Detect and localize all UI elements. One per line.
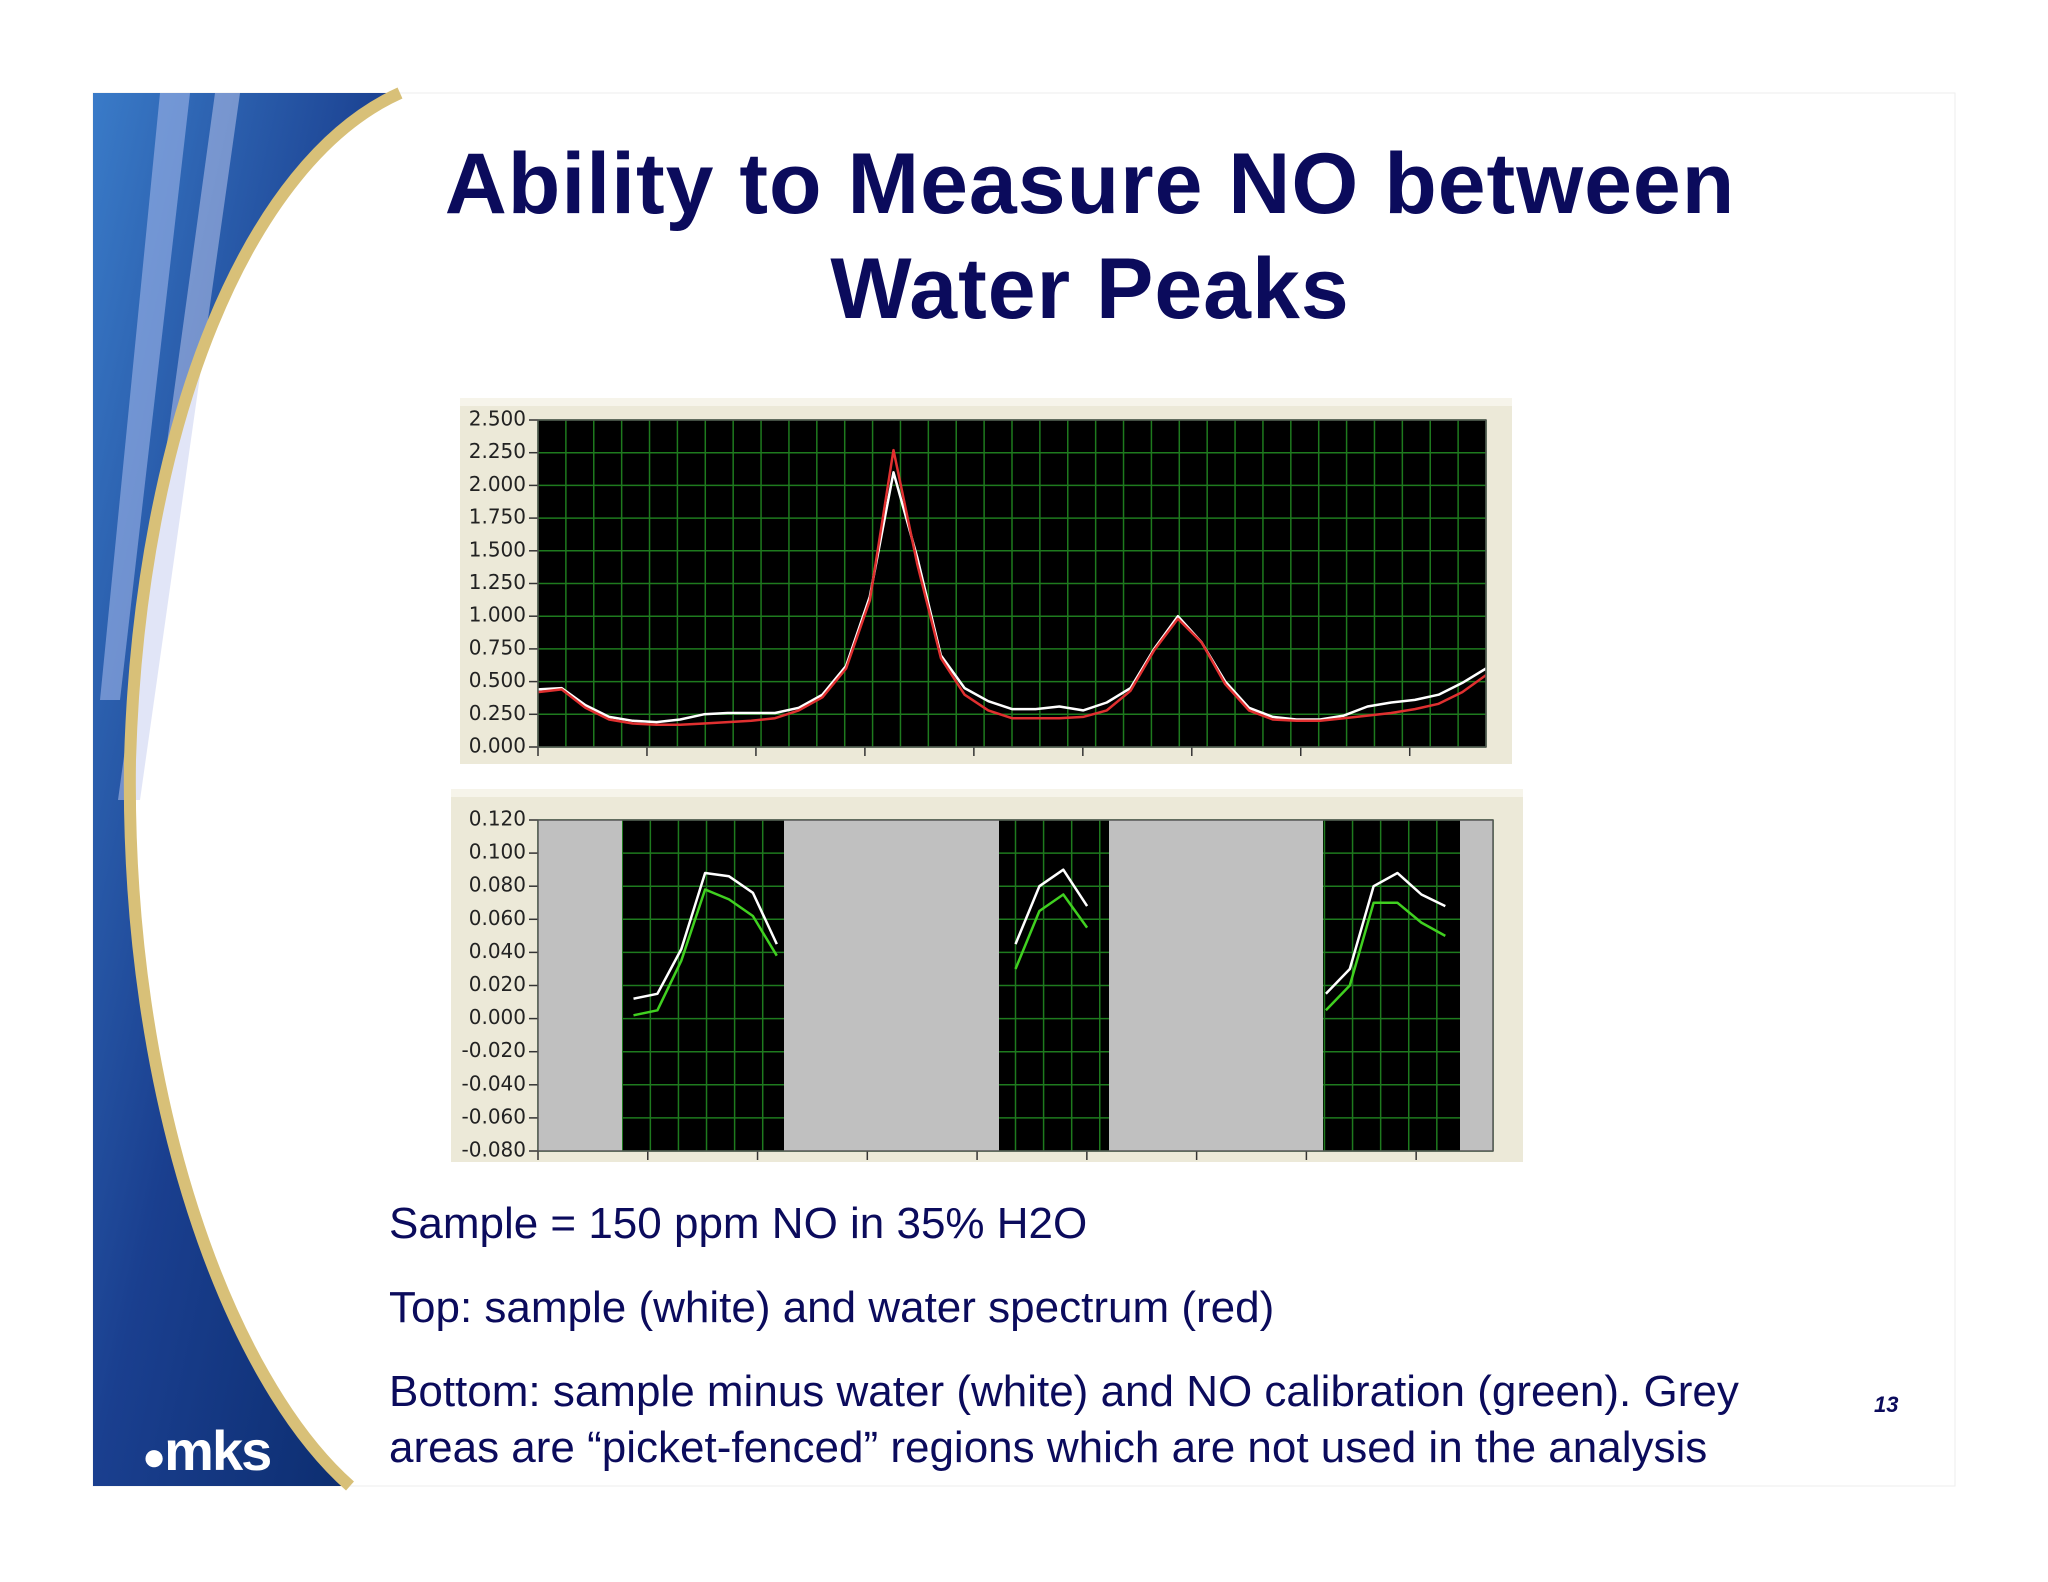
y-tick-label: -0.040 [462, 1071, 526, 1095]
page-number: 13 [1874, 1392, 1899, 1417]
title-line: Ability to Measure NO between [444, 136, 1736, 232]
y-tick-label: 1.750 [469, 505, 526, 529]
y-tick-label: 0.120 [469, 807, 526, 831]
note: Bottom: sample minus water (white) and N… [389, 1367, 1739, 1472]
title-line: Water Peaks [830, 241, 1350, 337]
y-tick-label: 1.000 [469, 603, 526, 627]
logo: ●mks [142, 1419, 272, 1482]
series-line [633, 888, 1446, 1017]
y-tick-label: 2.000 [469, 472, 526, 496]
y-tick-label: -0.060 [462, 1104, 526, 1128]
y-tick-label: 0.020 [469, 972, 526, 996]
excluded-region [538, 820, 622, 1151]
panel-top-strip [451, 789, 1523, 797]
series-line [537, 448, 1487, 727]
y-tick-label: 0.080 [469, 873, 526, 897]
charts: 0.000 0.250 0.500 0.750 1.000 1.250 1.500 1.750… [451, 398, 1523, 1162]
excluded-region [784, 820, 999, 1151]
logo-text: mks [164, 1419, 272, 1482]
excluded-region [1109, 820, 1323, 1151]
panel-top-strip [460, 398, 1512, 406]
y-tick-label: 0.000 [469, 1005, 526, 1029]
series-line [633, 868, 1446, 1000]
y-tick-label: 2.500 [469, 407, 526, 431]
y-tick-label: -0.080 [462, 1138, 526, 1162]
excluded-region [1460, 820, 1493, 1151]
y-tick-label: 2.250 [469, 439, 526, 463]
note: Top: sample (white) and water spectrum (… [389, 1283, 1275, 1332]
y-tick-label: 0.060 [469, 906, 526, 930]
y-tick-label: 1.250 [469, 570, 526, 594]
y-tick-label: 0.750 [469, 635, 526, 659]
series-line [537, 471, 1487, 724]
note: Sample = 150 ppm NO in 35% H2O [389, 1199, 1088, 1248]
plot-border [537, 819, 1494, 1152]
side-stripe [100, 93, 190, 700]
y-tick-label: 0.000 [469, 734, 526, 758]
y-tick-label: 0.250 [469, 701, 526, 725]
gold-curve [123, 87, 403, 1491]
y-tick-label: 0.500 [469, 668, 526, 692]
y-tick-label: 0.100 [469, 840, 526, 864]
y-tick-label: -0.020 [462, 1038, 526, 1062]
side-stripe [118, 93, 240, 800]
y-tick-label: 0.040 [469, 939, 526, 963]
y-tick-label: 1.500 [469, 537, 526, 561]
plot-border [537, 419, 1487, 748]
